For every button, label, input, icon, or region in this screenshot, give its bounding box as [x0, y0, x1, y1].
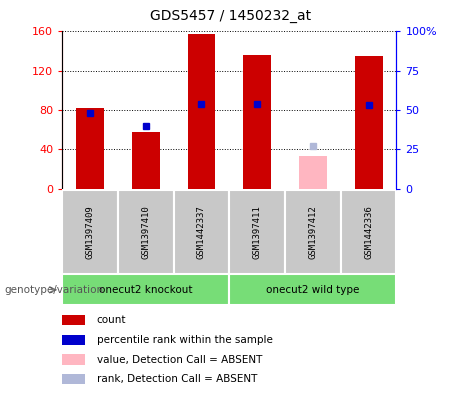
Bar: [62, 315, 85, 325]
Bar: [355, 56, 383, 189]
Bar: [62, 374, 85, 384]
Text: value, Detection Call = ABSENT: value, Detection Call = ABSENT: [97, 354, 262, 365]
Text: GSM1442336: GSM1442336: [364, 205, 373, 259]
Bar: [62, 335, 85, 345]
Text: onecut2 knockout: onecut2 knockout: [99, 285, 193, 295]
FancyBboxPatch shape: [62, 189, 118, 274]
Bar: [188, 34, 215, 189]
FancyBboxPatch shape: [62, 274, 229, 305]
Text: rank, Detection Call = ABSENT: rank, Detection Call = ABSENT: [97, 374, 257, 384]
Text: genotype/variation: genotype/variation: [5, 285, 104, 295]
Bar: [243, 55, 271, 189]
FancyBboxPatch shape: [229, 274, 396, 305]
Text: count: count: [97, 315, 126, 325]
Text: GSM1397412: GSM1397412: [308, 205, 318, 259]
FancyBboxPatch shape: [174, 189, 229, 274]
Text: GSM1397410: GSM1397410: [141, 205, 150, 259]
Text: onecut2 wild type: onecut2 wild type: [266, 285, 360, 295]
Text: GSM1397409: GSM1397409: [86, 205, 95, 259]
Bar: [299, 156, 327, 189]
FancyBboxPatch shape: [341, 189, 396, 274]
Bar: [132, 132, 160, 189]
FancyBboxPatch shape: [285, 189, 341, 274]
Text: GDS5457 / 1450232_at: GDS5457 / 1450232_at: [150, 9, 311, 23]
FancyBboxPatch shape: [229, 189, 285, 274]
Text: percentile rank within the sample: percentile rank within the sample: [97, 335, 273, 345]
Bar: [76, 108, 104, 189]
FancyBboxPatch shape: [118, 189, 174, 274]
Bar: [62, 354, 85, 365]
Text: GSM1442337: GSM1442337: [197, 205, 206, 259]
Text: GSM1397411: GSM1397411: [253, 205, 262, 259]
